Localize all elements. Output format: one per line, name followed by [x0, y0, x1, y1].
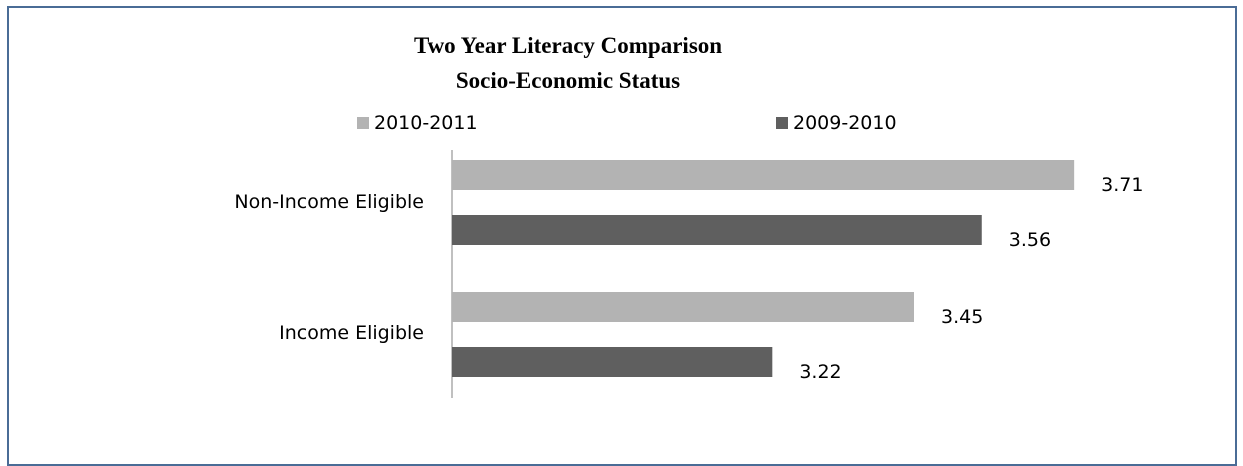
category-label-non-income-eligible: Non-Income Eligible [234, 191, 424, 213]
bar-2009-2010-non-income-eligible [452, 215, 982, 245]
bar-2009-2010-income-eligible [452, 347, 773, 377]
bar-plot: Non-Income Eligible Income Eligible 3.71 3.… [234, 150, 1143, 398]
legend-label-2010-2011: 2010-2011 [374, 112, 478, 134]
category-label-income-eligible: Income Eligible [279, 322, 424, 344]
chart-subtitle: Socio-Economic Status [455, 68, 681, 93]
data-label-2009-2010-non-income-eligible: 3.56 [1009, 229, 1051, 251]
data-label-2009-2010-income-eligible: 3.22 [799, 361, 841, 383]
legend-swatch-2010-2011 [357, 117, 369, 129]
chart-title: Two Year Literacy Comparison [413, 33, 723, 58]
data-label-2010-2011-non-income-eligible: 3.71 [1101, 174, 1143, 196]
legend-item-2009-2010: 2009-2010 [776, 110, 897, 136]
data-label-2010-2011-income-eligible: 3.45 [941, 306, 983, 328]
bar-2010-2011-income-eligible [452, 292, 914, 322]
legend-item-2010-2011: 2010-2011 [357, 110, 478, 136]
legend-swatch-2009-2010 [776, 117, 788, 129]
bar-2010-2011-non-income-eligible [452, 160, 1075, 190]
legend-label-2009-2010: 2009-2010 [793, 112, 897, 134]
